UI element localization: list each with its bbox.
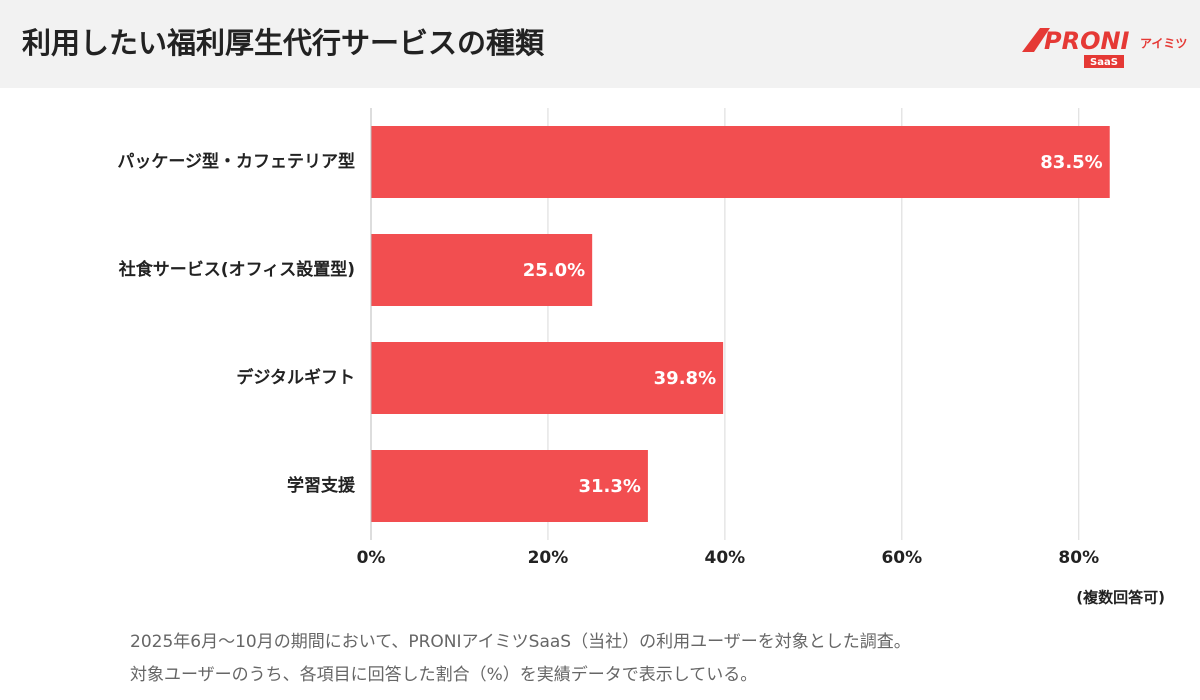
y-tick-label: デジタルギフト bbox=[236, 367, 355, 388]
value-label: 83.5% bbox=[1040, 152, 1102, 173]
footnote: 2025年6月〜10月の期間において、PRONIアイミツSaaS（当社）の利用ユ… bbox=[130, 632, 911, 652]
logo-badge: SaaS bbox=[1090, 57, 1118, 68]
x-tick-label: 0% bbox=[357, 548, 386, 568]
bar bbox=[371, 126, 1110, 198]
x-tick-label: 40% bbox=[705, 548, 746, 568]
bar bbox=[371, 234, 593, 306]
y-tick-label: 社食サービス(オフィス設置型) bbox=[118, 259, 355, 280]
logo-badge-bg bbox=[1084, 55, 1124, 68]
value-label: 39.8% bbox=[654, 368, 716, 389]
x-tick-label: 60% bbox=[881, 548, 922, 568]
x-tick-label: 80% bbox=[1058, 548, 1099, 568]
chart-title: 利用したい福利厚生代行サービスの種類 bbox=[22, 26, 545, 60]
logo-brand: PRONI bbox=[1044, 27, 1130, 55]
y-tick-label: パッケージ型・カフェテリア型 bbox=[117, 151, 355, 172]
x-tick-label: 20% bbox=[528, 548, 569, 568]
header-band bbox=[0, 0, 1200, 88]
logo-icon bbox=[1022, 28, 1050, 52]
bar bbox=[371, 342, 724, 414]
note: (複数回答可) bbox=[1076, 589, 1165, 607]
y-tick-label: 学習支援 bbox=[287, 475, 356, 496]
bar bbox=[371, 450, 648, 522]
value-label: 25.0% bbox=[523, 260, 585, 281]
logo: PRONI アイミツ SaaS bbox=[1022, 27, 1187, 68]
value-label: 31.3% bbox=[578, 476, 640, 497]
footnote: 対象ユーザーのうち、各項目に回答した割合（%）を実績データで表示している。 bbox=[130, 664, 757, 685]
logo-sub: アイミツ bbox=[1140, 37, 1187, 51]
